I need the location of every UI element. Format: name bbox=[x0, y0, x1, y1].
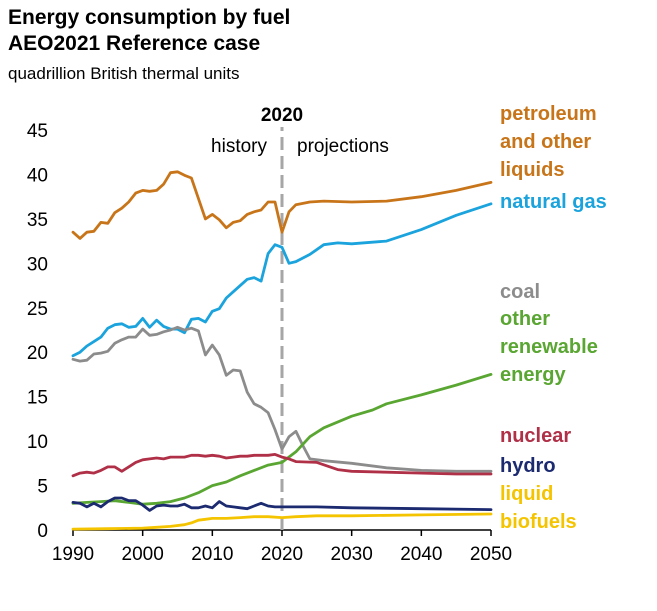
series-label-liquid-biofuels: liquid biofuels bbox=[500, 483, 577, 533]
y-tick-label: 30 bbox=[27, 254, 48, 275]
y-tick-label: 20 bbox=[27, 343, 48, 364]
y-tick-label: 10 bbox=[27, 432, 48, 453]
x-tick-label: 1990 bbox=[52, 544, 94, 565]
series-line-petroleum-and-other-liquids bbox=[71, 170, 493, 240]
series-label-coal: coal bbox=[500, 281, 540, 303]
chart-subtitle: AEO2021 Reference case bbox=[8, 32, 261, 55]
projections-label: projections bbox=[297, 136, 389, 157]
series-labels: petroleum and other liquids natural gas coal… bbox=[500, 103, 607, 533]
x-tick-label: 2050 bbox=[470, 544, 512, 565]
series-line-coal bbox=[71, 325, 493, 473]
y-tick-label: 5 bbox=[37, 477, 48, 498]
series-line-nuclear bbox=[71, 453, 493, 478]
y-tick-label: 40 bbox=[27, 165, 48, 186]
y-tick-label: 15 bbox=[27, 388, 48, 409]
chart-title: Energy consumption by fuel bbox=[8, 6, 291, 29]
x-tick-label: 2010 bbox=[191, 544, 233, 565]
history-label: history bbox=[211, 136, 267, 157]
series-label-other-renewable-energy: other renewable energy bbox=[500, 308, 598, 386]
series-line-liquid-biofuels bbox=[71, 512, 493, 531]
series-label-petroleum-and-other-liquids: petroleum and other liquids bbox=[500, 103, 597, 181]
x-tick-label: 2040 bbox=[400, 544, 442, 565]
series-lines bbox=[71, 170, 493, 531]
history-projection-divider: 2020 history projections bbox=[211, 105, 389, 530]
series-label-nuclear: nuclear bbox=[500, 425, 571, 447]
series-line-other-renewable-energy bbox=[71, 373, 493, 506]
x-tick-label: 2000 bbox=[122, 544, 164, 565]
x-tick-label: 2030 bbox=[331, 544, 373, 565]
x-tick-label: 2020 bbox=[261, 544, 303, 565]
axes: 0 5 10 15 20 25 30 35 40 45 1990 2000 2010 2020 2030 20… bbox=[27, 121, 512, 565]
y-tick-label: 35 bbox=[27, 210, 48, 231]
series-label-natural-gas: natural gas bbox=[500, 191, 607, 213]
y-tick-label: 0 bbox=[37, 521, 48, 542]
y-tick-label: 45 bbox=[27, 121, 48, 142]
series-line-natural-gas bbox=[71, 202, 493, 358]
y-axis-unit-label: quadrillion British thermal units bbox=[8, 64, 240, 83]
series-line-hydro bbox=[71, 496, 493, 512]
y-tick-label: 25 bbox=[27, 299, 48, 320]
divider-year-label: 2020 bbox=[261, 105, 303, 126]
series-label-hydro: hydro bbox=[500, 455, 556, 477]
